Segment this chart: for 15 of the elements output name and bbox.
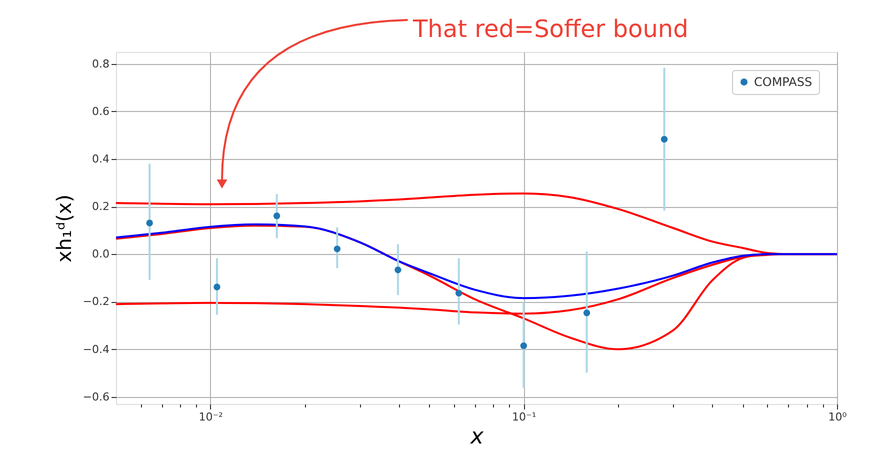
x-tick-label: 10⁻¹ bbox=[512, 410, 536, 424]
x-tick-label: 10⁰ bbox=[828, 410, 848, 424]
y-tick-label: 0.0 bbox=[92, 248, 110, 261]
y-tick-label: 0.2 bbox=[92, 200, 110, 214]
y-tick-label: 0.6 bbox=[92, 104, 110, 118]
y-tick-label: −0.4 bbox=[82, 342, 110, 356]
legend-label: COMPASS bbox=[754, 75, 812, 89]
text: That red=Soffer bound bbox=[412, 15, 688, 43]
y-tick-label: −0.6 bbox=[82, 390, 110, 404]
y-tick-label: 0.4 bbox=[92, 152, 110, 166]
x-axis-title: x bbox=[469, 424, 484, 450]
y-axis-title: xh₁ᵈ(x) bbox=[52, 194, 76, 263]
y-tick-label: −0.2 bbox=[82, 295, 110, 308]
x-tick-label: 10⁻² bbox=[198, 410, 223, 424]
y-tick-label: 0.8 bbox=[92, 57, 110, 70]
